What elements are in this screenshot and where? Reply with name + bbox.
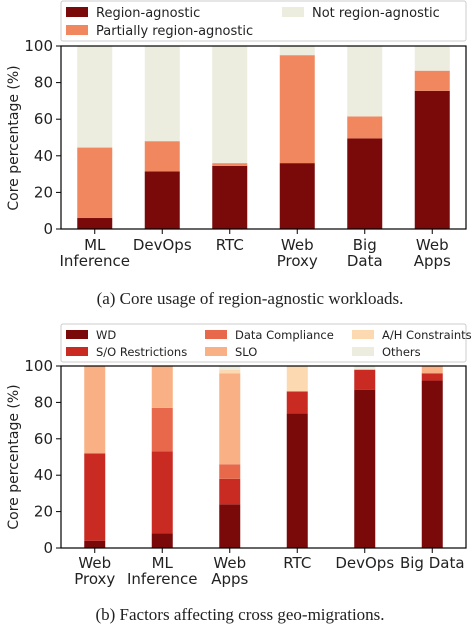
panel-a-legend-label: Region-agnostic (96, 6, 200, 21)
panel-a-bar-segment (77, 218, 113, 229)
panel-b-ytick-label: 40 (34, 466, 53, 484)
panel-b-legend-label: S/O Restrictions (96, 345, 187, 359)
panel-a-bars (77, 46, 450, 230)
panel-b-bar-segment (84, 453, 106, 541)
panel-b-bar-segment (151, 407, 173, 452)
panel-b-plot-frame (60, 365, 467, 549)
panel-a-ytick-label: 80 (34, 74, 53, 92)
panel-b-legend-swatch (66, 347, 88, 356)
panel-a-xtick-label: ML Inference (60, 236, 131, 270)
panel-b-bars (84, 366, 443, 548)
panel-a-ytick-label: 40 (34, 147, 53, 165)
panel-a-chart: Core percentage (%) 0 20 40 60 80 100 ML Infer… (6, 0, 467, 308)
panel-b-bar-segment (84, 366, 106, 454)
panel-a-xtick-label: RTC (216, 236, 244, 254)
panel-b-bar-segment (219, 366, 241, 370)
panel-a-xtick-label: DevOps (133, 236, 192, 254)
panel-b-bar-segment (151, 533, 173, 548)
panel-a-bar-segment (279, 46, 315, 56)
panel-b-legend-label: Data Compliance (235, 328, 334, 342)
panel-a-bar-segment (279, 55, 315, 164)
panel-a-xtick-label: Big Data (347, 236, 383, 270)
panel-b-legend-swatch (205, 330, 227, 339)
panel-b-legend-swatch (66, 330, 88, 339)
panel-a-plot-frame (60, 45, 467, 230)
panel-a-legend-swatch (66, 7, 88, 17)
panel-b-bar-segment (151, 451, 173, 534)
panel-a-bar-segment (212, 165, 248, 229)
panel-b-ytick-label: 100 (24, 357, 53, 375)
panel-b-legend-label: SLO (235, 345, 257, 359)
panel-b-xtick-label: DevOps (335, 554, 394, 572)
panel-b-xtick-label: RTC (283, 554, 311, 572)
panel-a-xtick-label: Web Apps (414, 236, 451, 270)
panel-b-legend-swatch (352, 330, 374, 339)
panel-b-bar-segment (354, 366, 376, 370)
panel-b-bar-segment (354, 369, 376, 390)
panel-a-legend-swatch (282, 7, 304, 17)
panel-a-ytick-label: 60 (34, 110, 53, 128)
panel-a-bar-segment (347, 138, 383, 229)
panel-a-legend: Region-agnostic Partially region-agnostic… (60, 0, 467, 42)
panel-b-legend: WD S/O Restrictions Data Compliance SLO A/H … (60, 323, 472, 363)
panel-b-bar-segment (421, 373, 443, 381)
panel-a-bar-segment (77, 147, 113, 219)
panel-b-xtick-label: ML Inference (127, 554, 198, 588)
panel-a-bar-segment (77, 46, 113, 148)
panel-b-bar-segment (286, 413, 308, 548)
panel-b-bar-segment (84, 540, 106, 548)
panel-a-legend-label: Partially region-agnostic (96, 24, 253, 39)
panel-b-legend-label: Others (382, 345, 421, 359)
panel-b-chart: Core percentage (%) 0 20 40 60 80 100 Web Prox… (6, 323, 472, 624)
panel-a-legend-label: Not region-agnostic (312, 6, 440, 21)
panel-a-bar-segment (144, 46, 180, 142)
panel-b-bar-segment (151, 366, 173, 408)
panel-b-bar-segment (219, 478, 241, 505)
panel-b-xtick-label: Web Proxy (74, 554, 115, 588)
panel-a-bar-segment (347, 46, 383, 117)
panel-b-ylabel: Core percentage (%) (6, 384, 22, 529)
panel-a-bar-segment (212, 163, 248, 166)
panel-a-legend-box (60, 0, 467, 42)
panel-b-ytick-label: 80 (34, 393, 53, 411)
panel-a-bar-segment (414, 46, 450, 71)
panel-a-bar-segment (414, 70, 450, 91)
panel-a-bar-segment (144, 141, 180, 172)
panel-a-legend-swatch (66, 25, 88, 35)
panel-b-bar-segment (219, 504, 241, 548)
panel-a-bar-segment (212, 46, 248, 164)
panel-a-bar-segment (279, 163, 315, 229)
panel-a-ytick-label: 20 (34, 183, 53, 201)
panel-b-bar-segment (421, 380, 443, 548)
panel-b-caption: (b) Factors affecting cross geo-migratio… (95, 605, 384, 624)
panel-b-bar-segment (286, 366, 308, 392)
panel-a-bar-segment (414, 90, 450, 230)
panel-b-bar-segment (219, 464, 241, 479)
panel-b-bar-segment (354, 389, 376, 548)
panel-b-legend-swatch (205, 347, 227, 356)
panel-a-caption: (a) Core usage of region-agnostic worklo… (97, 289, 404, 308)
panel-a-bar-segment (347, 116, 383, 139)
panel-b-xtick-label: Web Apps (211, 554, 248, 588)
panel-a-xtick-label: Web Proxy (277, 236, 318, 270)
panel-b-legend-swatch (352, 347, 374, 356)
panel-b-ytick-label: 0 (43, 539, 53, 557)
panel-a-ytick-label: 0 (43, 220, 53, 238)
panel-a-bar-segment (144, 171, 180, 229)
panel-b-bar-segment (286, 391, 308, 414)
panel-b-xtick-label: Big Data (400, 554, 465, 572)
panel-a-ytick-label: 100 (24, 37, 53, 55)
panel-b-bar-segment (219, 373, 241, 465)
panel-b-ytick-label: 60 (34, 430, 53, 448)
panel-b-legend-label: WD (96, 328, 116, 342)
panel-a-ylabel: Core percentage (%) (6, 65, 22, 210)
panel-b-bar-segment (421, 366, 443, 374)
panel-b-ytick-label: 20 (34, 503, 53, 521)
panel-b-legend-label: A/H Constraints (382, 328, 472, 342)
panel-b-bar-segment (219, 369, 241, 374)
